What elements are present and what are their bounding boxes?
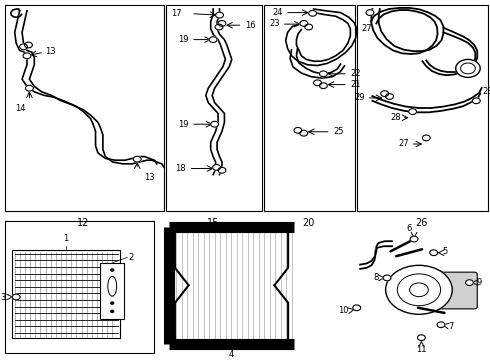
Text: 29: 29: [354, 94, 365, 102]
Circle shape: [111, 277, 114, 279]
Circle shape: [305, 24, 313, 30]
Circle shape: [472, 98, 480, 104]
Circle shape: [422, 135, 430, 141]
Circle shape: [211, 121, 219, 127]
Text: 27: 27: [398, 139, 409, 148]
Text: 3: 3: [0, 292, 6, 302]
Circle shape: [218, 167, 226, 173]
Text: 18: 18: [174, 164, 185, 173]
Text: 7: 7: [448, 323, 454, 331]
Text: 12: 12: [77, 218, 90, 228]
Circle shape: [23, 53, 31, 59]
Text: 23: 23: [269, 19, 280, 28]
Text: 5: 5: [442, 247, 447, 256]
Circle shape: [366, 10, 374, 15]
Circle shape: [319, 71, 327, 77]
Circle shape: [20, 44, 27, 50]
Circle shape: [437, 322, 445, 328]
Circle shape: [383, 275, 391, 281]
Text: 2: 2: [128, 253, 134, 262]
Text: 6: 6: [407, 224, 412, 233]
Circle shape: [353, 305, 361, 311]
Circle shape: [430, 250, 438, 256]
Text: 13: 13: [145, 173, 155, 182]
Text: 28: 28: [483, 87, 490, 96]
Text: 28: 28: [390, 113, 401, 122]
Text: 10: 10: [339, 306, 349, 315]
Circle shape: [133, 156, 141, 162]
Text: 13: 13: [46, 47, 56, 56]
Bar: [5, 221, 154, 353]
Text: 8: 8: [373, 274, 378, 282]
Text: 16: 16: [245, 21, 256, 30]
Circle shape: [397, 274, 441, 306]
Text: 11: 11: [416, 345, 427, 354]
Circle shape: [216, 12, 223, 18]
Ellipse shape: [108, 276, 117, 296]
Circle shape: [410, 236, 418, 242]
Circle shape: [309, 10, 317, 16]
Circle shape: [386, 265, 452, 314]
Text: 4: 4: [229, 350, 234, 359]
Circle shape: [319, 83, 327, 89]
Bar: [5, 5, 164, 211]
Circle shape: [381, 91, 389, 96]
Text: 19: 19: [178, 120, 189, 129]
Circle shape: [25, 85, 33, 91]
Circle shape: [111, 302, 114, 304]
Circle shape: [111, 269, 114, 271]
Circle shape: [409, 109, 416, 114]
Text: 25: 25: [333, 127, 343, 136]
Circle shape: [24, 42, 32, 48]
Text: 24: 24: [273, 8, 283, 17]
FancyBboxPatch shape: [422, 272, 477, 309]
Text: 26: 26: [415, 218, 428, 228]
Circle shape: [417, 335, 425, 341]
Text: 20: 20: [302, 218, 315, 228]
Circle shape: [111, 310, 114, 312]
Bar: [264, 5, 355, 211]
Circle shape: [215, 24, 223, 30]
Bar: [357, 5, 488, 211]
Circle shape: [456, 59, 480, 77]
Circle shape: [300, 21, 308, 26]
Circle shape: [314, 80, 321, 86]
Circle shape: [213, 165, 220, 170]
Text: 22: 22: [350, 69, 361, 78]
Text: 1: 1: [64, 234, 69, 243]
Circle shape: [218, 21, 226, 26]
Circle shape: [294, 127, 302, 133]
Text: 17: 17: [171, 9, 181, 18]
Circle shape: [209, 37, 217, 42]
Circle shape: [466, 280, 473, 285]
Bar: [166, 5, 262, 211]
Text: 19: 19: [178, 35, 189, 44]
Text: 15: 15: [207, 218, 220, 228]
Circle shape: [111, 285, 114, 288]
Text: 27: 27: [362, 24, 372, 33]
Text: 9: 9: [477, 278, 482, 287]
Text: 14: 14: [15, 104, 26, 113]
Bar: [100, 263, 124, 319]
Circle shape: [386, 94, 393, 99]
Bar: [12, 250, 120, 338]
Text: 21: 21: [350, 80, 361, 89]
Circle shape: [12, 294, 20, 300]
Circle shape: [111, 294, 114, 296]
Circle shape: [300, 130, 308, 136]
